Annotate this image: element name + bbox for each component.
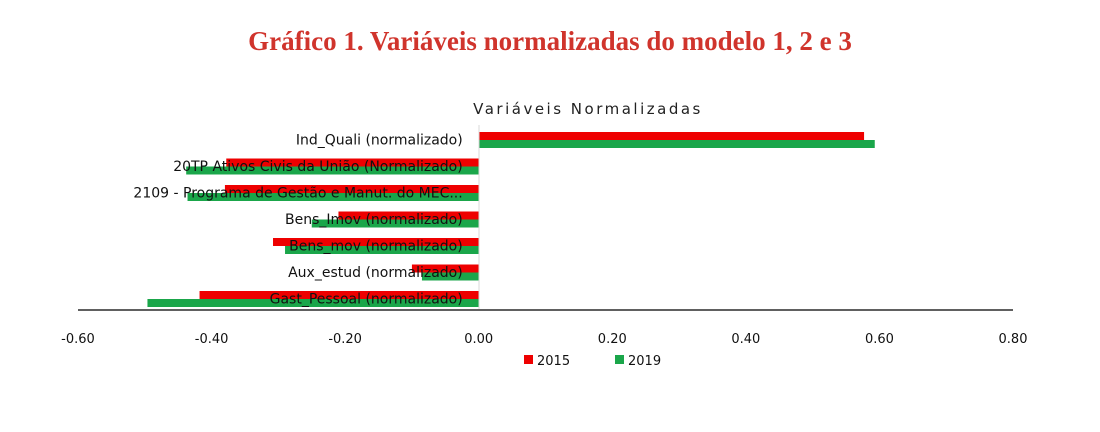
bar-2015-4 [273,238,479,246]
legend-label-2019: 2019 [628,354,661,369]
x-tick-label: 0.40 [731,332,760,347]
bar-2015-2 [224,185,479,193]
bar-2019-1 [186,166,479,175]
category-label: Ind_Quali (normalizado) [296,133,463,149]
x-tick-label: 0.20 [598,332,627,347]
bar-2015-6 [199,291,479,299]
legend-label-2015: 2015 [537,354,570,369]
category-label: Aux_estud (normalizado) [288,265,463,281]
category-labels: Ind_Quali (normalizado) 20TP Ativos Civis… [133,133,462,308]
legend-swatch-2015 [524,355,533,364]
x-tick-label: 0.00 [464,332,493,347]
legend-swatch-2019 [615,355,624,364]
bars-group [147,132,875,307]
bar-2015-3 [338,211,479,220]
category-label: Bens_mov (normalizado) [289,239,463,255]
category-label: 20TP Ativos Civis da União (Normalizado) [173,159,463,175]
bar-2015-5 [411,264,479,273]
bar-2019-6 [147,299,479,307]
bar-2019-2 [187,193,479,201]
bar-2019-0 [478,140,875,148]
chart-title: Variáveis Normalizadas [473,100,703,118]
x-tick-label: -0.20 [328,332,362,347]
bar-2015-0 [478,132,865,140]
x-tick-label: 0.80 [999,332,1028,347]
x-tick-label: -0.60 [61,332,95,347]
x-tick-label: -0.40 [195,332,229,347]
bar-2019-3 [311,219,479,228]
bar-2019-5 [421,272,479,281]
x-tick-label: 0.60 [865,332,894,347]
category-label: Gast_Pessoal (normalizado) [270,292,463,308]
category-label: 2109 - Programa de Gestão e Manut. do ME… [133,186,462,202]
bar-2015-1 [226,158,479,167]
x-axis-ticks: -0.60 -0.40 -0.20 0.00 0.20 0.40 0.60 0.80 [61,332,1027,347]
legend: 2015 2019 [524,354,661,369]
bar-2019-4 [285,246,479,254]
page-title: Gráfico 1. Variáveis normalizadas do mod… [248,26,852,56]
category-label: Bens_Imov (normalizado) [285,212,463,228]
